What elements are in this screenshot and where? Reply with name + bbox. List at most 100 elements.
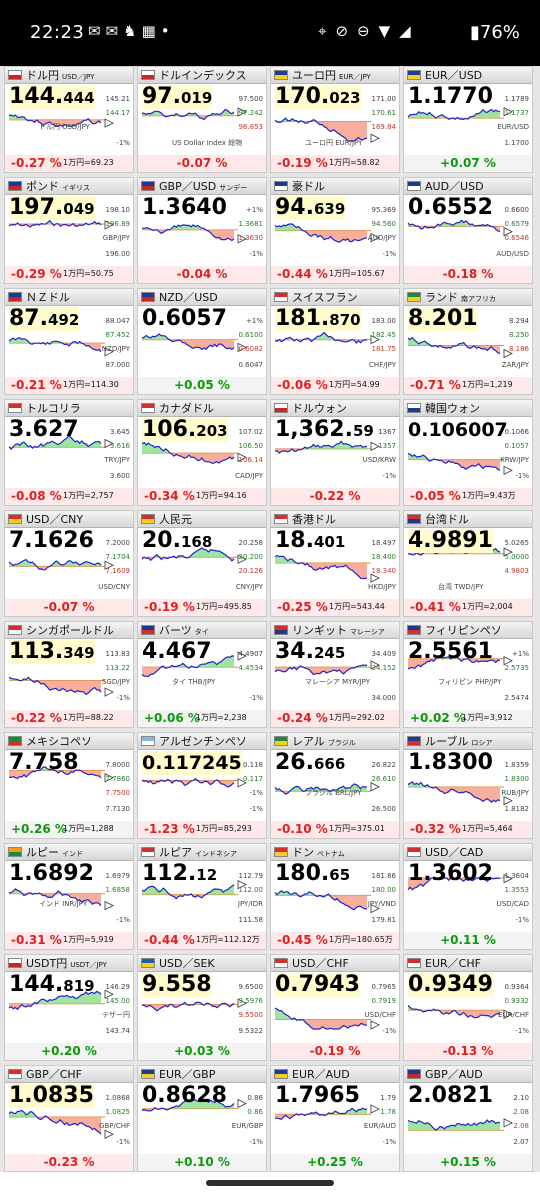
price-line [274,440,368,454]
currency-sub-label: ブラジル [327,739,356,747]
currency-name: レアル ブラジル [292,733,356,749]
currency-card[interactable]: USD／CHF 0.7965 0.7919 USD/CHF -1% 0.7943 -0.19… [270,954,400,1061]
currency-card[interactable]: AUD／USD 0.6600 0.6579 0.6546 AUD/USD 0.6552 -0… [403,177,533,284]
chart-scale-label: -1% [116,139,130,147]
change-percent: +0.25 % [307,1155,363,1169]
chart-scale-label: ユーロ円 EUR/JPY [305,139,363,147]
price-chart [274,223,380,243]
currency-card[interactable]: スイスフラン 183.00 182.45 181.75 CHF/JPY 181.870 -0… [270,288,400,395]
currency-card[interactable]: USDT円 USDT／JPY 146.29 145.00 テザー円 143.74 144.8… [4,954,134,1061]
currency-card[interactable]: GBP／CHF 1.0868 1.0825 GBP/CHF -1% 1.0835 -0.23… [4,1065,134,1172]
current-price-marker [370,1104,380,1114]
currency-card[interactable]: USD／CAD 1.3604 1.3553 USD/CAD -1% 1.3602 +0.11… [403,843,533,950]
currency-card[interactable]: ドル円 USD／JPY 145.21 144.17 ドル円 USD/JPY -1% 144.… [4,66,134,173]
price-line [274,783,368,795]
flag-icon [141,70,155,80]
currency-card[interactable]: EUR／USD 1.1789 1.1737 EUR/USD 1.1700 1.1770 +0… [403,66,533,173]
currency-card[interactable]: リンギット マレーシア 34.409 34.152 マレーシア MYR/JPY 34.00… [270,621,400,728]
currency-card[interactable]: トルコリラ 3.645 3.616 TRY/JPY 3.600 3.627 -0.08 % 1… [4,399,134,506]
chart-scale-label: -1% [249,789,263,797]
currency-name-label: EUR／GBP [159,1068,216,1081]
currency-card[interactable]: ドン ベトナム 181.86 180.00 JPY/VND 179.81 180.65 -0.… [270,843,400,950]
loss-area [408,878,500,890]
price-value: 1.1770 [408,85,493,109]
price-chart [407,219,513,237]
price-fraction: 12 [196,866,218,884]
currency-card[interactable]: USD／CNY 7.2000 7.1704 7.1609 USD/CNY 7.1626 -0… [4,510,134,617]
price-value: 0.117245 [142,751,242,775]
currency-sub-label: USD／JPY [62,73,95,81]
change-percent: +0.26 % [11,822,67,836]
currency-name-label: ユーロ円 [292,69,336,82]
loss-area [142,453,234,464]
currency-sub-label: インドネシア [195,850,237,858]
currency-card[interactable]: GBP／USD サンデー +1% 1.3681 1.3630 -1% 1.3640 -0.04… [137,177,267,284]
currency-card[interactable]: ルピア インドネシア 112.79 112.00 JPY/IDR 111.58 112.12… [137,843,267,950]
currency-card[interactable]: レアル ブラジル 26.822 26.610 ブラジル BRL/JPY 26.500 26.… [270,732,400,839]
currency-card[interactable]: メキシコペソ 7.8000 7.7860 7.7500 7.7130 7.758 +0.26… [4,732,134,839]
loss-area [9,119,101,127]
currency-card[interactable]: ＮＺドル 88.047 87.452 NZD/JPY 87.000 87.492 -0.21… [4,288,134,395]
price-fraction: 666 [313,755,346,773]
currency-card[interactable]: ランド 南アフリカ 8.294 8.250 8.186 ZAR/JPY 8.201 -0.71… [403,288,533,395]
currency-card[interactable]: フィリピンペソ +1% 2.5735 フィリピン PHP/JPY 2.5474 2.556… [403,621,533,728]
conversion-note: 1万円=114.30 [63,380,119,389]
currency-card[interactable]: カナダドル 107.02 106.50 106.14 CAD/JPY 106.203 -0.… [137,399,267,506]
price-value: 113.349 [9,640,95,664]
flag-icon [407,514,421,524]
currency-card[interactable]: 韓国ウォン 0.1066 0.1057 KRW/JPY -1% 0.106007 -0.05… [403,399,533,506]
chart-scale-label: 0.6546 [504,234,530,242]
price-value: 2.0821 [408,1084,493,1108]
currency-card[interactable]: NZD／USD +1% 0.6100 0.6082 0.6047 0.6057 +0.05 … [137,288,267,395]
chart-scale-label: 1.0868 [105,1094,131,1102]
conversion-note: 1万円=94.16 [196,491,247,500]
currency-card[interactable]: GBP／AUD 2.10 2.08 2.08 2.07 2.0821 +0.15 % [403,1065,533,1172]
currency-card[interactable]: 台湾ドル 5.0265 5.0000 4.9803 台湾 TWD/JPY 4.9891 -0… [403,510,533,617]
currency-card[interactable]: ルーブル ロシア 1.8359 1.8300 RUB/JPY 1.8182 1.8300 -0… [403,732,533,839]
currency-card[interactable]: 人民元 20.258 20.200 20.126 CNY/JPY 20.168 -0.19 … [137,510,267,617]
currency-card[interactable]: ポンド イギリス 198.10 196.89 GBP/JPY 196.00 197.049 -… [4,177,134,284]
currency-card[interactable]: ドルウォン 1367 1357 USD/KRW -1% 1,362.59 -0.22 % [270,399,400,506]
currency-card[interactable]: EUR／GBP 0.86 0.86 EUR/GBP -1% 0.8628 +0.10 % [137,1065,267,1172]
currency-name-label: USD／SEK [159,957,215,970]
chart-scale-label: JPY/IDR [237,900,263,908]
chart-scale-label: 8.250 [508,331,529,339]
flag-icon [141,847,155,857]
gain-area [275,224,367,231]
chart-scale-label: 0.118 [242,761,263,769]
card-header: ドルインデックス [138,67,266,84]
chart-scale-label: 143.74 [105,1027,131,1035]
chart-scale-label: SGD/JPY [101,678,130,686]
price-main: 144. [9,972,64,997]
currency-card[interactable]: ユーロ円 EUR／JPY 171.00 170.61 169.84 ユーロ円 EUR/JP… [270,66,400,173]
currency-card[interactable]: USD／SEK 9.6500 9.5976 9.5500 9.5322 9.558 +0.0… [137,954,267,1061]
currency-name-label: USD／CAD [425,846,484,859]
currency-card[interactable]: 豪ドル 95.369 94.560 AUD/JPY -1% 94.639 -0.44 % 1万… [270,177,400,284]
home-gesture-pill[interactable] [206,1180,334,1186]
card-footer: -1.23 % 1万円=85,293 [138,821,266,838]
navigation-bar [0,1172,540,1199]
currency-card[interactable]: 香港ドル 18.497 18.400 18.340 HKD/JPY 18.401 -0.25… [270,510,400,617]
chart-scale-label: 0.6600 [504,206,530,214]
price-line [141,547,235,562]
price-line [274,1107,368,1120]
currency-card[interactable]: EUR／CHF 0.9364 0.9332 EUR/CHF -1% 0.9349 -0.13… [403,954,533,1061]
chart-scale-label: 113.83 [105,650,131,658]
currency-card[interactable]: ルピー インド 1.6979 1.6858 インド INR/JPY -1% 1.6892 -0… [4,843,134,950]
current-price-marker [370,334,380,345]
currency-card[interactable]: アルゼンチンペソ 0.118 0.117 -1% -1% 0.117245 -1.23 % 1… [137,732,267,839]
price-main: 180. [275,861,330,886]
currency-card[interactable]: バーツ タイ 4.4907 4.4534 タイ THB/JPY -1% 4.467 +0.06… [137,621,267,728]
currency-card[interactable]: シンガポールドル 113.83 113.22 SGD/JPY -1% 113.349 -0.… [4,621,134,728]
card-footer: -0.06 % 1万円=54.99 [271,377,399,394]
currency-card[interactable]: ドルインデックス 97.500 97.242 96.853 US Dollar Inde… [137,66,267,173]
currency-name-label: 香港ドル [292,513,336,526]
chart-scale-label: 9.5500 [238,1011,264,1019]
currency-sub-label: ベトナム [317,850,345,858]
currency-card[interactable]: EUR／AUD 1.79 1.78 EUR/AUD -1% 1.7965 +0.25 % [270,1065,400,1172]
change-percent: -1.23 % [144,822,195,836]
gain-area [142,442,234,454]
chart-scale-label: テザー円 [102,1011,130,1019]
change-percent: -0.29 % [11,267,62,281]
card-header: AUD／USD [404,178,532,195]
